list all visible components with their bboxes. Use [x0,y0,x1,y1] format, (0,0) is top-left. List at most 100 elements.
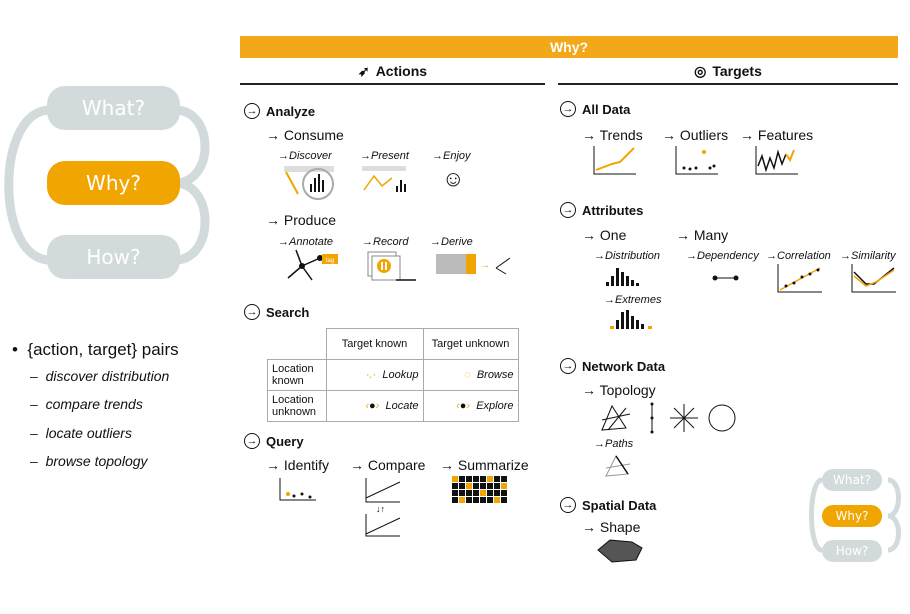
summarize-cell [452,476,458,482]
identify-label: → Identify [266,457,330,473]
why-banner: Why? [240,36,898,58]
actions-rule [240,83,545,85]
summarize-cell [487,490,493,496]
annotate-icon: tag [287,249,338,281]
features-label: → Features [740,127,814,143]
summarize-cell [466,476,472,482]
summarize-cell [501,476,507,482]
query-heading: → Query [244,433,304,449]
paths-icon [605,455,631,477]
summarize-cell [459,476,465,482]
derive-icon: → [436,254,511,275]
summarize-cell [487,497,493,503]
topology-label: → Topology [582,382,656,398]
how-pill: How? [47,235,180,279]
topology-icons [601,402,736,434]
bullet-heading: • {action, target} pairs [12,340,179,359]
summarize-icon [452,476,507,503]
summarize-cell [480,497,486,503]
summarize-cell [473,483,479,489]
record-label: →Record [362,236,409,248]
outliers-label: → Outliers [662,127,729,143]
actions-header: ➶ Actions [357,62,428,80]
discover-label: →Discover [278,150,332,162]
lookup-cell: ·.· Lookup [325,359,424,391]
analyze-heading: → Analyze [244,103,315,119]
arrow-circle-icon: → [244,304,260,320]
corner-how-pill: How? [822,540,882,562]
explore-cell: ‹●› Explore [422,390,519,422]
why-pill: Why? [47,161,180,205]
bullet-item: – locate outliers [30,425,132,441]
what-pill: What? [47,86,180,130]
distribution-icon [606,268,639,286]
cycle-connector [4,105,210,265]
similarity-label: →Similarity [840,250,896,262]
dependency-label: →Dependency [686,250,759,262]
svg-text:↓↑: ↓↑ [376,504,385,514]
locate-cell: ‹●› Locate [325,390,424,422]
corner-why-pill: Why? [822,505,882,527]
arrow-circle-icon: → [560,497,576,513]
shape-label: → Shape [582,519,641,535]
arrow-circle-icon: → [560,101,576,117]
svg-text:→: → [480,260,490,271]
col-target-known: Target known [325,328,424,360]
summarize-cell [501,490,507,496]
extremes-label: →Extremes [604,294,662,306]
summarize-cell [494,497,500,503]
bullet-item: – compare trends [30,396,143,412]
summarize-cell [473,497,479,503]
summarize-label: → Summarize [440,457,529,473]
derive-label: →Derive [430,236,473,248]
many-label: → Many [676,227,729,243]
correlation-label: →Correlation [766,250,831,262]
dependency-icon [712,275,739,281]
browse-cell: ◌ Browse [422,359,519,391]
paths-label: →Paths [594,438,634,450]
smiley-icon: ☺ [442,166,465,191]
row-location-unknown: Location unknown [267,390,327,422]
enjoy-label: →Enjoy [432,150,471,162]
summarize-cell [459,497,465,503]
summarize-cell [487,483,493,489]
one-label: → One [582,227,627,243]
present-icon [362,166,406,192]
summarize-cell [494,476,500,482]
record-icon [367,251,416,281]
present-label: →Present [360,150,409,162]
summarize-cell [452,490,458,496]
attributes-heading: → Attributes [560,202,643,218]
summarize-cell [480,476,486,482]
bullet-item: – browse topology [30,453,148,469]
summarize-cell [501,483,507,489]
summarize-cell [452,483,458,489]
corner-cycle-connector [809,477,901,553]
consume-label: → Consume [266,127,344,143]
summarize-cell [466,497,472,503]
tag-text: tag [326,258,334,264]
summarize-cell [459,490,465,496]
summarize-cell [473,490,479,496]
all-data-heading: → All Data [560,101,630,117]
summarize-cell [452,497,458,503]
bullet-item: – discover distribution [30,368,170,384]
summarize-cell [466,483,472,489]
target-icon: ◎ [694,62,707,79]
distribution-label: →Distribution [594,250,661,262]
extremes-icon [610,310,652,329]
shape-icon [597,539,643,563]
actions-icon: ➶ [357,62,370,79]
compare-icon: ↓↑ [365,478,401,537]
search-table: Target known Target unknown Location kno… [267,328,519,422]
arrow-circle-icon: → [244,433,260,449]
summarize-cell [487,476,493,482]
trends-icon [593,146,636,175]
identify-icon [279,478,316,501]
summarize-cell [466,490,472,496]
arrow-circle-icon: → [244,103,260,119]
compare-label: → Compare [350,457,426,473]
search-heading: → Search [244,304,309,320]
trends-label: → Trends [582,127,643,143]
summarize-cell [473,476,479,482]
